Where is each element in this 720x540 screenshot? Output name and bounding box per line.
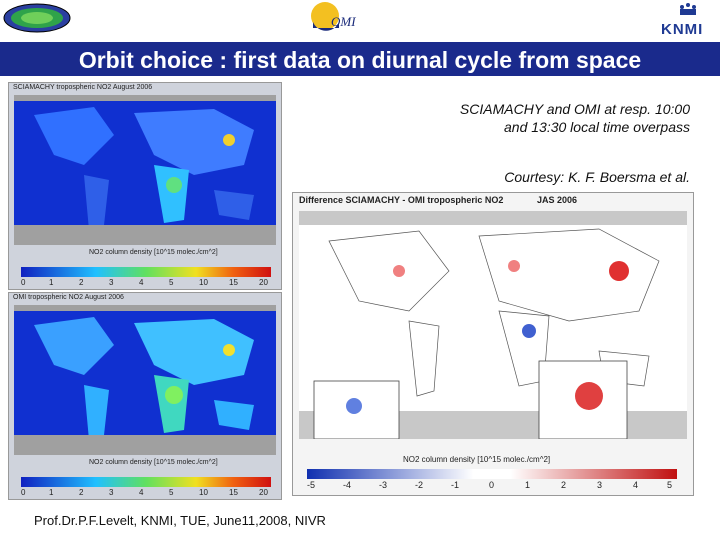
omi-logo-icon: [311, 2, 339, 31]
difference-colorbar: [307, 469, 677, 479]
difference-colorbar-ticks: -5 -4 -3 -2 -1 0 1 2 3 4 5: [307, 480, 677, 492]
knmi-logo-text: KNMI: [661, 21, 704, 38]
omi-map: [14, 305, 276, 455]
sciamachy-colorbar: [21, 267, 271, 277]
overpass-note-line2: and 13:30 local time overpass: [504, 119, 690, 135]
tick: 2: [79, 488, 84, 497]
overpass-note-line1: SCIAMACHY and OMI at resp. 10:00: [459, 101, 690, 117]
omi-panel-label: OMI tropospheric NO2 August 2006: [13, 294, 124, 301]
omi-colorbar: [21, 477, 271, 487]
omi-colorbar-label: NO2 column density [10^15 molec./cm^2]: [89, 459, 218, 466]
tick: 15: [229, 488, 238, 497]
tick: 1: [525, 480, 531, 490]
tick: 1: [49, 488, 54, 497]
sciamachy-colorbar-label: NO2 column density [10^15 molec./cm^2]: [89, 249, 218, 256]
tick: -5: [307, 480, 316, 490]
tick: 2: [79, 278, 84, 287]
tick: 10: [199, 278, 208, 287]
tick: -2: [415, 480, 424, 490]
tick: 5: [169, 278, 174, 287]
tick: 20: [259, 488, 268, 497]
sciamachy-map: [14, 95, 276, 245]
tick: -1: [451, 480, 460, 490]
tick: 3: [109, 278, 114, 287]
tick: 5: [169, 488, 174, 497]
difference-map-panel: Difference SCIAMACHY - OMI tropospheric …: [292, 192, 694, 496]
sciamachy-panel-label: SCIAMACHY tropospheric NO2 August 2006: [13, 84, 153, 91]
tick: 5: [667, 480, 673, 490]
tick: 1: [49, 278, 54, 287]
tick: 0: [21, 278, 26, 287]
tick: 4: [633, 480, 639, 490]
footer-credit: Prof.Dr.P.F.Levelt, KNMI, TUE, June11,20…: [34, 513, 326, 528]
tick: 0: [489, 480, 495, 490]
sciamachy-map-panel: SCIAMACHY tropospheric NO2 August 2006 N…: [8, 82, 282, 290]
omi-logo-text: OMI: [331, 14, 356, 29]
knmi-crown-icon: [680, 3, 696, 15]
tick: 3: [109, 488, 114, 497]
tick: 10: [199, 488, 208, 497]
omi-colorbar-ticks: 0 1 2 3 4 5 10 15 20: [21, 488, 271, 498]
tick: 20: [259, 278, 268, 287]
difference-panel-label: Difference SCIAMACHY - OMI tropospheric …: [299, 195, 504, 205]
tick: 3: [597, 480, 603, 490]
page-title: Orbit choice : first data on diurnal cyc…: [78, 47, 642, 73]
mission-patch-logo: [3, 3, 71, 33]
tick: 15: [229, 278, 238, 287]
tick: -3: [379, 480, 388, 490]
difference-panel-tag: JAS 2006: [537, 195, 578, 205]
tick: 4: [139, 488, 144, 497]
omi-map-panel: OMI tropospheric NO2 August 2006 NO2 col…: [8, 292, 282, 500]
difference-colorbar-label: NO2 column density [10^15 molec./cm^2]: [403, 455, 551, 464]
sciamachy-colorbar-ticks: 0 1 2 3 4 5 10 15 20: [21, 278, 271, 288]
difference-map: [299, 211, 687, 439]
overpass-note: SCIAMACHY and OMI at resp. 10:00 and 13:…: [460, 100, 690, 136]
tick: 4: [139, 278, 144, 287]
tick: 0: [21, 488, 26, 497]
courtesy-note: Courtesy: K. F. Boersma et al.: [504, 169, 690, 185]
tick: -4: [343, 480, 352, 490]
title-bar: Orbit choice : first data on diurnal cyc…: [0, 40, 720, 78]
tick: 2: [561, 480, 567, 490]
header: OMI KNMI: [0, 0, 720, 40]
